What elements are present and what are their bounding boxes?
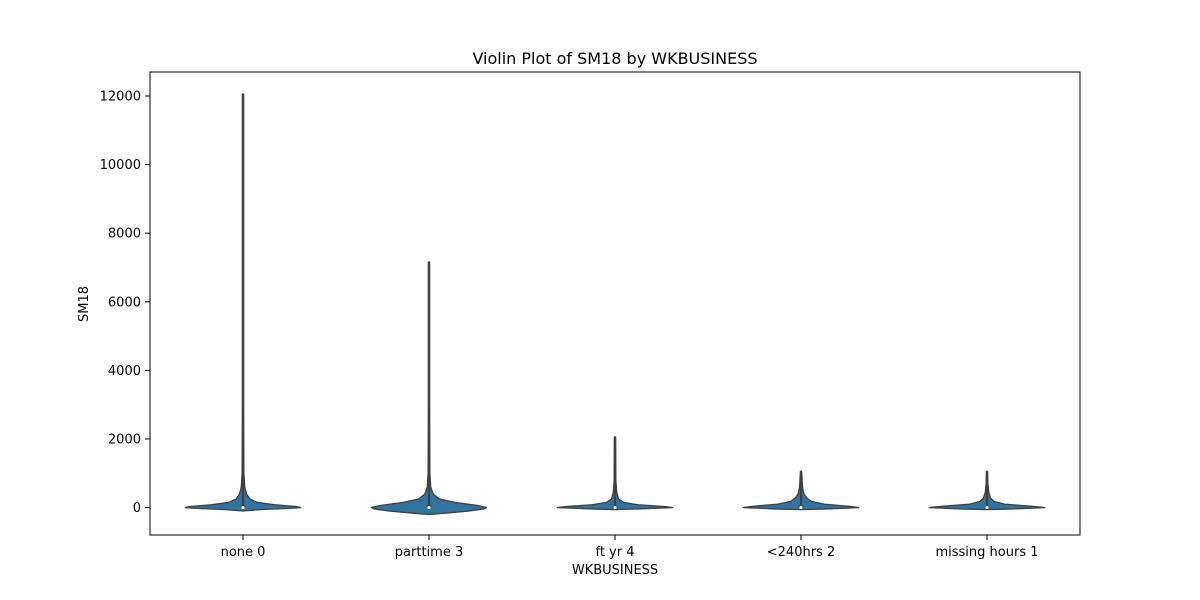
y-tick-label: 6000 xyxy=(108,295,141,310)
x-tick-label: missing hours 1 xyxy=(935,545,1038,560)
violins-layer xyxy=(184,93,1046,516)
y-tick-label: 0 xyxy=(133,501,141,516)
y-tick-label: 4000 xyxy=(108,364,141,379)
violin-median xyxy=(985,505,989,510)
x-axis-ticks: none 0 parttime 3 ft yr 4 <240hrs 2 missing … xyxy=(221,535,1039,560)
y-tick-label: 2000 xyxy=(108,432,141,447)
x-axis-label: WKBUSINESS xyxy=(572,563,658,578)
x-tick-label: <240hrs 2 xyxy=(767,545,835,560)
y-tick-label: 12000 xyxy=(100,90,141,105)
y-axis-ticks: 0 2000 4000 6000 8000 10000 12000 xyxy=(100,90,150,516)
violin-median xyxy=(427,505,431,510)
violin-median xyxy=(613,505,617,510)
y-tick-label: 8000 xyxy=(108,227,141,242)
x-tick-label: none 0 xyxy=(221,545,266,560)
violin-median xyxy=(241,505,245,510)
violin-median xyxy=(799,505,803,510)
chart-title: Violin Plot of SM18 by WKBUSINESS xyxy=(472,49,757,68)
y-axis-label: SM18 xyxy=(77,286,92,322)
x-tick-label: parttime 3 xyxy=(395,545,463,560)
x-tick-label: ft yr 4 xyxy=(595,545,634,560)
y-tick-label: 10000 xyxy=(100,158,141,173)
